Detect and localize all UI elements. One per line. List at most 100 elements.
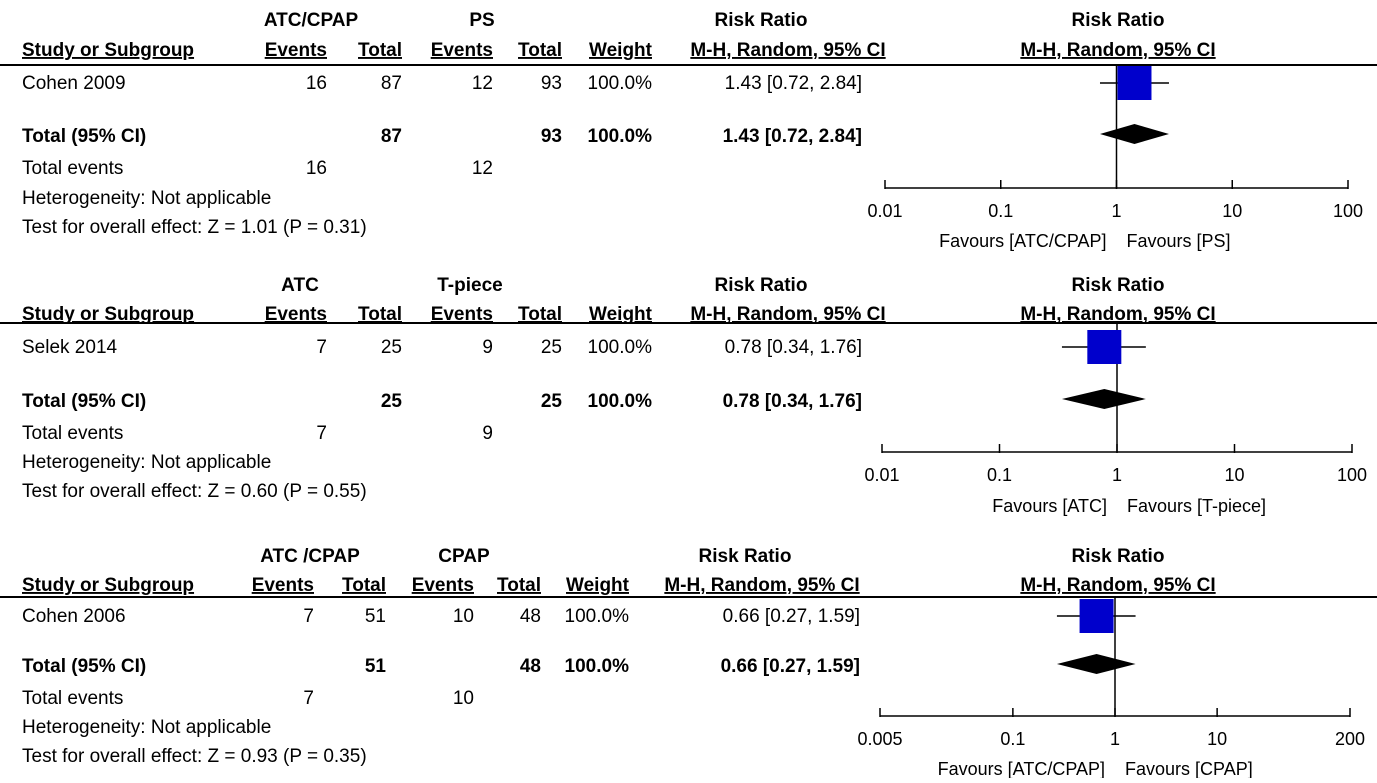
x-tick-label: 1 — [1111, 201, 1121, 221]
plot-effect-header: Risk Ratio — [1072, 10, 1165, 31]
x-tick-label: 0.1 — [988, 201, 1013, 221]
plot-effect-header: Risk Ratio — [1072, 546, 1165, 567]
study-name: Selek 2014 — [22, 337, 118, 358]
study-events-1: 7 — [316, 337, 327, 358]
col-header-total-1: Total — [358, 40, 402, 61]
total-label: Total (95% CI) — [22, 391, 146, 412]
x-tick-label: 10 — [1222, 201, 1242, 221]
study-total-1: 25 — [381, 337, 402, 358]
total-diamond — [1056, 654, 1136, 674]
total-total-1: 87 — [381, 126, 402, 147]
study-weight: 100.0% — [588, 73, 653, 94]
study-name: Cohen 2009 — [22, 73, 126, 94]
heterogeneity-text: Heterogeneity: Not applicable — [22, 452, 271, 473]
total-total-2: 93 — [541, 126, 562, 147]
study-events-2: 12 — [472, 73, 493, 94]
x-tick-label: 1 — [1112, 465, 1122, 485]
effect-header: Risk Ratio — [715, 275, 808, 296]
study-ci-text: 0.66 [0.27, 1.59] — [723, 606, 860, 627]
total-ci-text: 1.43 [0.72, 2.84] — [723, 126, 862, 147]
col-header-events-1: Events — [252, 575, 314, 596]
effect-subheader: M-H, Random, 95% CI — [690, 304, 885, 325]
group-header-control: T-piece — [437, 275, 502, 296]
heterogeneity-text: Heterogeneity: Not applicable — [22, 188, 271, 209]
plot-effect-subheader: M-H, Random, 95% CI — [1020, 575, 1215, 596]
x-tick-label: 0.01 — [864, 465, 899, 485]
study-total-2: 25 — [541, 337, 562, 358]
total-label: Total (95% CI) — [22, 126, 146, 147]
study-events-2: 10 — [453, 606, 474, 627]
col-header-study: Study or Subgroup — [22, 304, 194, 325]
forest-panel-3: ATC /CPAP CPAP Risk Ratio Risk Ratio Study o… — [0, 546, 1377, 779]
favours-left-label: Favours [ATC] — [992, 496, 1107, 516]
x-tick-label: 200 — [1335, 729, 1365, 749]
group-header-control: PS — [469, 10, 494, 31]
total-weight: 100.0% — [588, 126, 653, 147]
study-total-2: 48 — [520, 606, 541, 627]
study-weight-box — [1117, 66, 1152, 100]
group-header-control: CPAP — [438, 546, 490, 567]
overall-effect-text: Test for overall effect: Z = 0.60 (P = 0… — [22, 481, 367, 502]
total-events-label: Total events — [22, 158, 123, 179]
effect-subheader: M-H, Random, 95% CI — [690, 40, 885, 61]
col-header-total-2: Total — [518, 40, 562, 61]
total-total-2: 48 — [520, 656, 541, 677]
col-header-weight: Weight — [589, 304, 653, 325]
total-events-1: 16 — [306, 158, 327, 179]
favours-right-label: Favours [CPAP] — [1125, 759, 1253, 778]
col-header-events-2: Events — [431, 40, 493, 61]
group-header-experimental: ATC /CPAP — [260, 546, 360, 567]
total-total-1: 51 — [365, 656, 387, 677]
effect-subheader: M-H, Random, 95% CI — [664, 575, 859, 596]
total-diamond — [1061, 389, 1146, 409]
col-header-events-1: Events — [265, 40, 327, 61]
study-events-1: 16 — [306, 73, 327, 94]
col-header-study: Study or Subgroup — [22, 40, 194, 61]
group-header-experimental: ATC/CPAP — [264, 10, 359, 31]
overall-effect-text: Test for overall effect: Z = 0.93 (P = 0… — [22, 746, 367, 767]
heterogeneity-text: Heterogeneity: Not applicable — [22, 717, 271, 738]
effect-header: Risk Ratio — [715, 10, 808, 31]
favours-left-label: Favours [ATC/CPAP] — [939, 231, 1106, 251]
x-tick-label: 10 — [1207, 729, 1227, 749]
total-events-1: 7 — [316, 423, 327, 444]
total-total-2: 25 — [541, 391, 563, 412]
col-header-events-1: Events — [265, 304, 327, 325]
total-events-label: Total events — [22, 688, 123, 709]
x-tick-label: 0.1 — [1000, 729, 1025, 749]
total-ci-text: 0.66 [0.27, 1.59] — [721, 656, 860, 677]
study-weight-box — [1087, 330, 1122, 364]
overall-effect-text: Test for overall effect: Z = 1.01 (P = 0… — [22, 217, 367, 238]
study-total-2: 93 — [541, 73, 562, 94]
col-header-weight: Weight — [566, 575, 630, 596]
x-tick-label: 100 — [1337, 465, 1367, 485]
total-events-2: 10 — [453, 688, 474, 709]
study-ci-text: 0.78 [0.34, 1.76] — [725, 337, 862, 358]
total-weight: 100.0% — [588, 391, 653, 412]
total-total-1: 25 — [381, 391, 403, 412]
plot-effect-subheader: M-H, Random, 95% CI — [1020, 40, 1215, 61]
col-header-total-2: Total — [518, 304, 562, 325]
favours-right-label: Favours [PS] — [1127, 231, 1231, 251]
total-diamond — [1099, 124, 1169, 144]
total-events-1: 7 — [303, 688, 314, 709]
group-header-experimental: ATC — [281, 275, 319, 296]
total-weight: 100.0% — [565, 656, 630, 677]
col-header-total-1: Total — [358, 304, 402, 325]
col-header-total-2: Total — [497, 575, 541, 596]
study-weight-box — [1079, 599, 1114, 633]
plot-effect-header: Risk Ratio — [1072, 275, 1165, 296]
study-total-1: 51 — [365, 606, 386, 627]
col-header-events-2: Events — [412, 575, 474, 596]
col-header-events-2: Events — [431, 304, 493, 325]
x-tick-label: 0.005 — [857, 729, 902, 749]
total-label: Total (95% CI) — [22, 656, 146, 677]
study-events-1: 7 — [303, 606, 314, 627]
total-events-2: 9 — [482, 423, 493, 444]
x-tick-label: 100 — [1333, 201, 1363, 221]
favours-left-label: Favours [ATC/CPAP] — [938, 759, 1105, 778]
study-events-2: 9 — [482, 337, 493, 358]
forest-panel-2: ATC T-piece Risk Ratio Risk Ratio Study or S… — [0, 275, 1377, 516]
x-tick-label: 1 — [1110, 729, 1120, 749]
